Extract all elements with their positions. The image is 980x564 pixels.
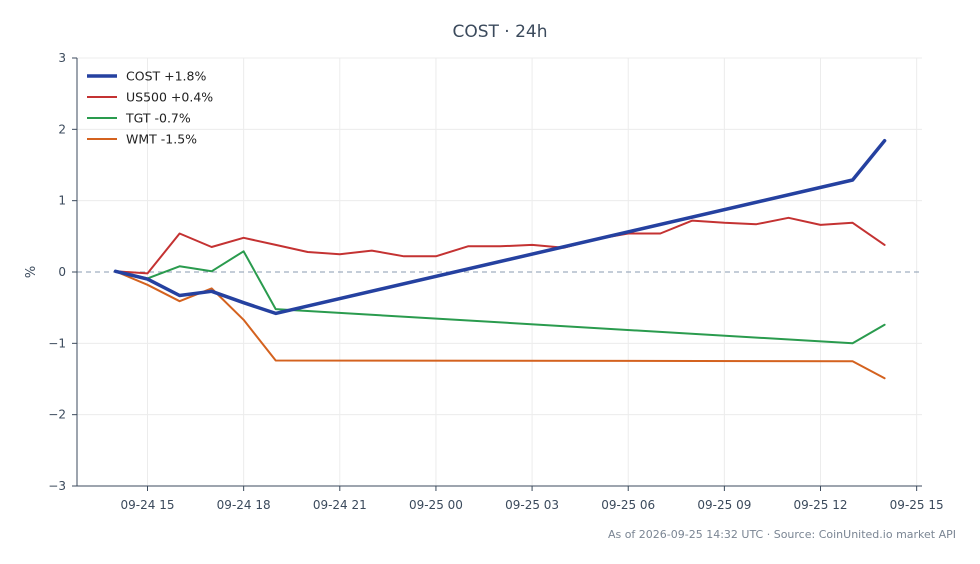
x-tick-label: 09-25 06 — [601, 498, 655, 512]
y-tick-label: 1 — [58, 194, 66, 208]
y-tick-label: 3 — [58, 51, 66, 65]
y-tick-label: −2 — [48, 408, 66, 422]
footer-note: As of 2026-09-25 14:32 UTC · Source: Coi… — [608, 528, 956, 541]
y-tick-label: 0 — [58, 265, 66, 279]
y-tick-label: −3 — [48, 479, 66, 493]
x-tick-label: 09-24 15 — [121, 498, 175, 512]
y-tick-label: 2 — [58, 122, 66, 136]
chart-title: COST · 24h — [452, 22, 547, 42]
series-group — [113, 138, 887, 380]
series-line — [114, 270, 886, 380]
y-tick-label: −1 — [48, 336, 66, 350]
legend-label: TGT -0.7% — [125, 111, 191, 126]
x-tick-label: 09-24 21 — [313, 498, 367, 512]
x-tick-label: 09-25 09 — [697, 498, 751, 512]
series-line — [114, 250, 886, 345]
legend-label: US500 +0.4% — [126, 90, 213, 105]
legend: COST +1.8% US500 +0.4% TGT -0.7% WMT -1.5% — [87, 69, 213, 147]
series-line — [113, 138, 887, 316]
x-tick-label: 09-25 12 — [794, 498, 848, 512]
x-tick-label: 09-25 15 — [890, 498, 944, 512]
legend-label: WMT -1.5% — [126, 132, 197, 147]
x-tick-label: 09-25 03 — [505, 498, 559, 512]
axes: −3 −2 −1 0 1 2 3 09-24 15 09-24 18 09-24 21 09-25 … — [48, 51, 943, 512]
legend-label: COST +1.8% — [126, 69, 206, 84]
x-tick-label: 09-24 18 — [217, 498, 271, 512]
x-tick-label: 09-25 00 — [409, 498, 463, 512]
y-axis-label: % — [24, 266, 39, 278]
grid — [77, 57, 922, 487]
series-line — [114, 216, 886, 275]
